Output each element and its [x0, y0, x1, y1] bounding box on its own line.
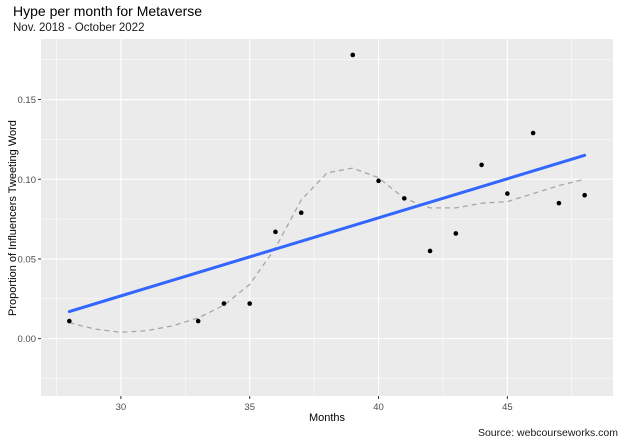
linear-trend-line — [67, 153, 587, 314]
data-point — [582, 192, 587, 198]
y-tick-label: 0.15 — [18, 95, 37, 106]
chart-caption: Source: webcourseworks.com — [477, 427, 618, 439]
x-tick-label: 30 — [116, 402, 127, 413]
data-point — [298, 210, 304, 216]
chart-title: Hype per month for Metaverse — [13, 3, 203, 19]
y-axis-title: Proportion of Influencers Tweeting Word — [7, 120, 19, 316]
x-tick-label: 40 — [373, 402, 384, 413]
y-tick-label: 0.10 — [18, 175, 37, 186]
plot-panel — [41, 39, 613, 396]
smooth-trend-line — [69, 167, 585, 333]
data-point — [401, 196, 407, 201]
y-tick-label: 0.00 — [18, 334, 37, 345]
axis-ticks: 30 35 40 45 0.00 0.05 0.10 0.15 — [18, 95, 513, 413]
data-point — [67, 318, 72, 324]
x-tick-label: 45 — [502, 402, 513, 413]
grid-minor — [41, 39, 613, 396]
grid-major — [41, 39, 613, 396]
data-point — [453, 231, 459, 236]
chart-subtitle: Nov. 2018 - October 2022 — [13, 22, 145, 34]
data-point — [505, 191, 510, 196]
data-point — [427, 248, 433, 254]
chart-series — [67, 52, 587, 333]
data-point — [376, 178, 381, 184]
data-point — [247, 301, 253, 306]
data-point — [221, 301, 227, 306]
data-point — [195, 318, 201, 324]
data-point — [530, 130, 536, 136]
data-point — [350, 52, 356, 58]
x-tick-label: 35 — [244, 402, 255, 413]
y-tick-label: 0.05 — [18, 254, 37, 265]
x-axis-title: Months — [309, 412, 346, 424]
data-point — [556, 200, 562, 206]
data-point — [273, 229, 278, 235]
data-point — [479, 162, 484, 168]
